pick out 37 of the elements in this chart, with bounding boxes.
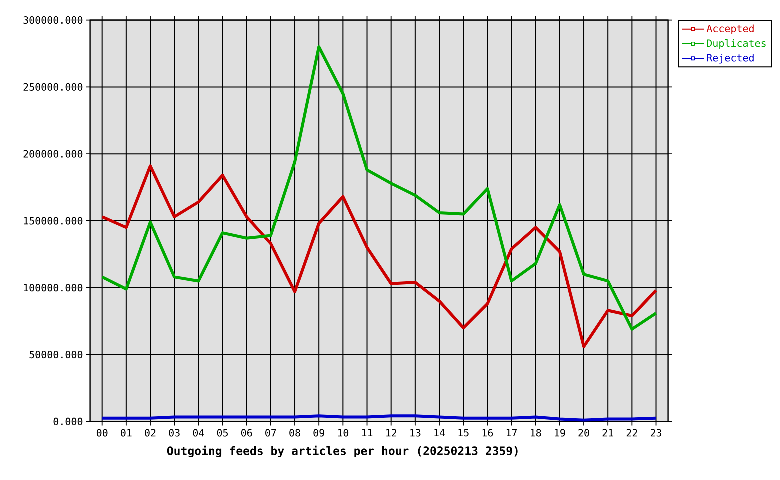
- legend-label: Duplicates: [707, 39, 766, 50]
- x-tick-label: 02: [145, 429, 156, 437]
- y-tick-label: 150000.000: [24, 217, 83, 225]
- x-axis-title: Outgoing feeds by articles per hour (20250213 2359): [167, 446, 518, 458]
- x-tick-label: 03: [169, 429, 180, 437]
- x-tick-label: 11: [362, 429, 373, 437]
- x-tick-label: 12: [386, 429, 397, 437]
- x-tick-label: 20: [578, 429, 590, 437]
- y-tick-label: 0.000: [54, 418, 83, 426]
- x-tick-label: 13: [410, 429, 421, 437]
- legend-label: Accepted: [706, 24, 754, 34]
- x-tick-label: 14: [434, 429, 446, 437]
- x-tick-label: 09: [314, 429, 324, 437]
- y-tick-label: 300000.000: [24, 16, 83, 24]
- x-tick-label: 17: [506, 429, 518, 437]
- x-tick-label: 08: [290, 429, 300, 437]
- x-tick-label: 18: [531, 429, 542, 437]
- x-tick-label: 16: [482, 429, 494, 437]
- x-tick-label: 22: [626, 429, 638, 437]
- y-tick-label: 50000.000: [30, 351, 83, 359]
- x-tick-label: 21: [602, 429, 614, 437]
- y-tick-label: 250000.000: [24, 83, 83, 91]
- x-tick-label: 01: [121, 429, 132, 437]
- x-tick-label: 15: [458, 429, 469, 437]
- x-tick-label: 04: [193, 429, 204, 437]
- x-tick-label: 19: [555, 429, 566, 437]
- x-tick-label: 10: [338, 429, 349, 437]
- line-series: [100, 46, 658, 331]
- x-tick-label: 07: [266, 429, 276, 437]
- line-series: [100, 164, 658, 348]
- x-tick-label: 00: [96, 429, 108, 437]
- y-tick-label: 100000.000: [24, 284, 83, 292]
- x-tick-label: 06: [241, 429, 252, 437]
- x-tick-label: 23: [650, 429, 662, 437]
- x-tick-label: 05: [217, 429, 228, 437]
- y-tick-label: 200000.000: [24, 150, 83, 158]
- legend-label: Rejected: [707, 54, 754, 64]
